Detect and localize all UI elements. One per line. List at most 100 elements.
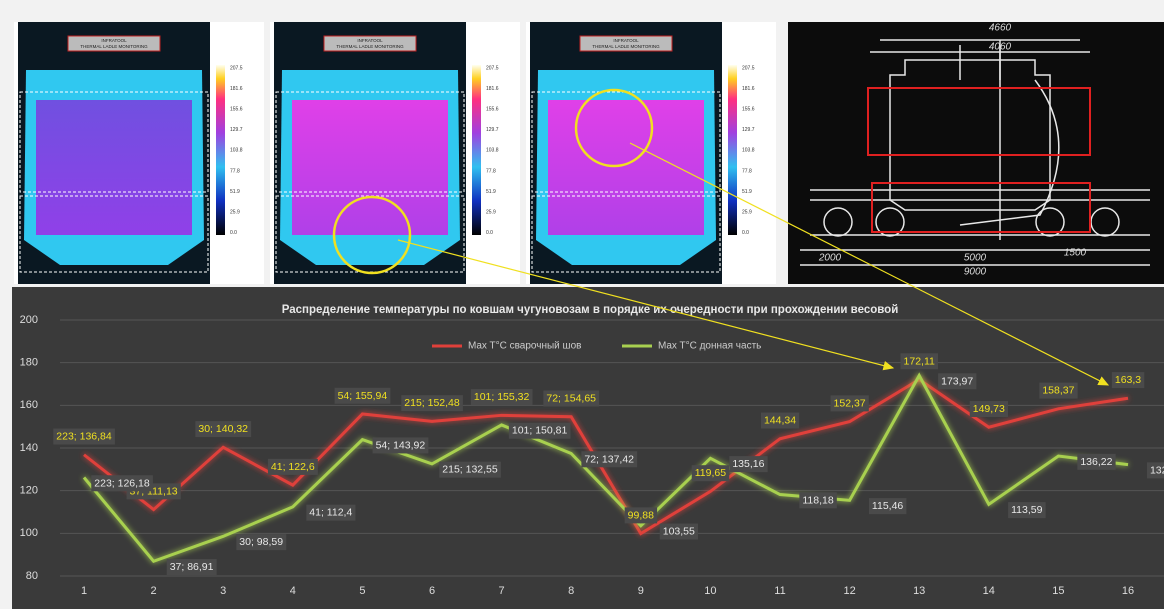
thermal-header: THERMAL LADLE MONITORING	[80, 44, 148, 49]
value-label: 72; 154,65	[546, 393, 596, 405]
value-label-bg	[691, 465, 730, 482]
color-bar	[216, 65, 225, 235]
y-tick-label: 160	[20, 399, 38, 411]
value-label: 99,88	[628, 509, 654, 521]
scale-label: 207.5	[742, 65, 755, 71]
x-tick-label: 1	[81, 585, 87, 597]
value-label-bg	[900, 353, 939, 370]
x-tick-label: 2	[151, 585, 157, 597]
zone	[19, 195, 209, 273]
value-label-bg	[166, 559, 217, 576]
value-label: 115,46	[872, 500, 903, 512]
dimension: 4060	[989, 42, 1012, 53]
zone	[531, 91, 721, 193]
value-label-bg	[508, 422, 571, 439]
header-box	[579, 35, 673, 52]
ladle-hot	[292, 100, 448, 235]
color-bar	[728, 65, 737, 235]
scale-label: 207.5	[230, 65, 243, 71]
value-label: 54; 155,94	[338, 390, 388, 402]
value-label: 30; 140,32	[198, 423, 248, 435]
value-label: 132,22	[1150, 464, 1164, 476]
x-tick-label: 6	[429, 585, 435, 597]
value-label-bg	[1146, 462, 1164, 479]
scale-label: 103.8	[742, 148, 755, 154]
scale-label: 181.6	[230, 86, 243, 92]
scale-label: 129.7	[230, 127, 243, 133]
value-label-bg	[729, 456, 768, 473]
thermal-header: THERMAL LADLE MONITORING	[336, 44, 404, 49]
scale-label: 25.9	[230, 210, 240, 216]
x-tick-label: 13	[913, 585, 925, 597]
value-label: 173,97	[941, 375, 973, 387]
value-label-bg	[306, 504, 356, 521]
value-label: 30; 98,59	[239, 536, 283, 548]
ladle-hot	[548, 100, 704, 235]
highlight	[574, 88, 654, 168]
zone	[531, 195, 721, 273]
value-label-bg	[1039, 382, 1078, 399]
scale-label: 103.8	[230, 148, 243, 154]
scale-label: 51.9	[742, 189, 752, 195]
value-label: 223; 126,18	[94, 477, 150, 489]
zone	[275, 91, 465, 193]
scale-label: 155.6	[230, 107, 243, 113]
value-label: 136,22	[1080, 456, 1112, 468]
scale-label: 0.0	[230, 230, 237, 236]
scale-label: 0.0	[486, 230, 493, 236]
value-label-bg	[659, 523, 699, 540]
value-label-bg	[401, 395, 463, 412]
value-label: 158,37	[1042, 385, 1074, 397]
scale-label: 25.9	[486, 210, 496, 216]
value-label: 72; 137,42	[584, 453, 634, 465]
x-tick-label: 11	[774, 585, 785, 597]
value-label: 149,73	[973, 403, 1005, 415]
dimension: 4660	[989, 23, 1012, 34]
value-label-bg	[760, 412, 800, 429]
value-label: 103,55	[663, 526, 695, 538]
value-label-bg	[1077, 453, 1116, 470]
x-tick-label: 8	[568, 585, 574, 597]
y-tick-label: 120	[20, 485, 38, 497]
value-label-bg	[581, 451, 638, 468]
value-label: 101; 150,81	[512, 425, 568, 437]
legend-label: Max T°C сварочный шов	[468, 341, 581, 352]
x-tick-label: 5	[359, 585, 365, 597]
value-label: 215; 152,48	[404, 397, 460, 409]
value-label-bg	[439, 461, 501, 478]
value-label-bg	[53, 428, 115, 445]
value-label: 152,37	[834, 397, 866, 409]
dimension: 2000	[818, 253, 842, 264]
scale-label: 155.6	[486, 107, 499, 113]
value-label-bg	[969, 401, 1009, 418]
value-label-bg	[334, 387, 391, 404]
x-tick-label: 15	[1052, 585, 1064, 597]
arrow	[397, 239, 895, 371]
y-tick-label: 140	[20, 442, 38, 454]
y-tick-label: 80	[26, 570, 38, 582]
dimension: 5000	[964, 253, 987, 264]
scale-label: 207.5	[486, 65, 499, 71]
series-line	[83, 377, 1129, 536]
scale-label: 181.6	[486, 86, 499, 92]
y-tick-label: 100	[20, 527, 38, 539]
x-tick-label: 16	[1122, 585, 1134, 597]
scale-label: 129.7	[486, 127, 499, 133]
value-label-bg	[470, 389, 533, 406]
value-label-bg	[195, 421, 252, 438]
thermal-header: THERMAL LADLE MONITORING	[592, 44, 660, 49]
header-box	[67, 35, 161, 52]
value-label: 223; 136,84	[56, 431, 112, 443]
value-label: 41; 122,6	[271, 461, 315, 473]
value-label: 119,65	[695, 467, 726, 479]
value-label: 54; 143,92	[376, 439, 426, 451]
value-label-bg	[267, 458, 318, 475]
series-line	[82, 372, 1129, 564]
value-label: 144,34	[764, 415, 796, 427]
scale-label: 0.0	[742, 230, 749, 236]
x-tick-label: 3	[220, 585, 226, 597]
value-label: 41; 112,4	[309, 507, 352, 519]
